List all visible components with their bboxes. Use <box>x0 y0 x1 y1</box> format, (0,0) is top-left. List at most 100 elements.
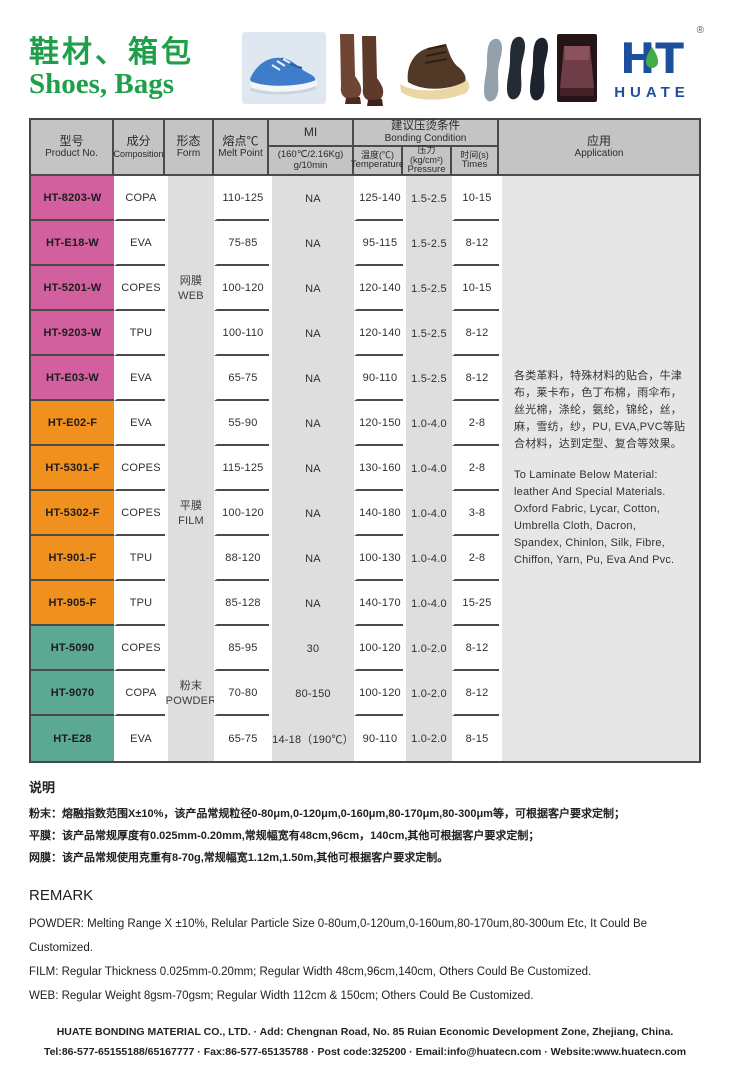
product-cell: HT-5302-F <box>31 491 114 536</box>
times-cell: 2-8 <box>452 536 499 581</box>
pressure-cell: 1.0-2.0 <box>403 671 452 716</box>
melt-cell: 85-128 <box>214 581 269 626</box>
remark-line-powder: POWDER: Melting Range X ±10%, Relular Pa… <box>29 918 648 954</box>
temp-cell: 140-170 <box>354 581 403 626</box>
times-cell: 8-12 <box>452 221 499 266</box>
temp-cell: 100-130 <box>354 536 403 581</box>
pressure-cell: 1.0-4.0 <box>403 536 452 581</box>
application-cell: 各类革料，特殊材料的贴合，牛津布，莱卡布，色丁布棉，雨伞布，丝光棉，涤纶，氨纶，… <box>499 176 699 761</box>
temp-cell: 120-140 <box>354 266 403 311</box>
product-cell: HT-E28 <box>31 716 114 761</box>
times-cell: 3-8 <box>452 491 499 536</box>
composition-cell: EVA <box>114 356 165 401</box>
composition-cell: TPU <box>114 581 165 626</box>
product-cell: HT-E18-W <box>31 221 114 266</box>
composition-cell: EVA <box>114 401 165 446</box>
temp-cell: 120-150 <box>354 401 403 446</box>
composition-cell: TPU <box>114 311 165 356</box>
bag-photo <box>557 34 597 102</box>
temp-cell: 130-160 <box>354 446 403 491</box>
mi-cell: 14-18（190℃） <box>269 716 354 761</box>
pressure-cell: 1.0-4.0 <box>403 401 452 446</box>
pressure-cell: 1.0-2.0 <box>403 716 452 761</box>
melt-cell: 100-120 <box>214 491 269 536</box>
pressure-cell: 1.0-4.0 <box>403 581 452 626</box>
product-cell: HT-9070 <box>31 671 114 716</box>
times-cell: 10-15 <box>452 176 499 221</box>
melt-cell: 100-120 <box>214 266 269 311</box>
product-cell: HT-E02-F <box>31 401 114 446</box>
temp-cell: 90-110 <box>354 356 403 401</box>
temp-cell: 120-140 <box>354 311 403 356</box>
times-cell: 15-25 <box>452 581 499 626</box>
col-header-application: 应用 Application <box>499 120 699 176</box>
product-cell: HT-5301-F <box>31 446 114 491</box>
application-text-en: To Laminate Below Material: leather And … <box>514 468 675 567</box>
times-cell: 2-8 <box>452 401 499 446</box>
mi-cell: NA <box>269 401 354 446</box>
melt-cell: 100-110 <box>214 311 269 356</box>
notes-section: 说明 粉末：熔融指数范围X±10%，该产品常规粒径0-80μm,0-120μm,… <box>29 777 701 869</box>
melt-cell: 65-75 <box>214 356 269 401</box>
pressure-cell: 1.0-4.0 <box>403 491 452 536</box>
mi-cell: NA <box>269 221 354 266</box>
composition-cell: EVA <box>114 716 165 761</box>
mi-cell: NA <box>269 491 354 536</box>
col-header-mi: MI <box>269 120 354 147</box>
form-cell-web: 网膜 WEB <box>165 176 214 401</box>
melt-cell: 70-80 <box>214 671 269 716</box>
tall-boots-photo <box>340 34 384 106</box>
temp-cell: 100-120 <box>354 671 403 716</box>
times-cell: 10-15 <box>452 266 499 311</box>
form-cell-film: 平膜 FILM <box>165 401 214 626</box>
composition-cell: COPES <box>114 446 165 491</box>
mi-cell: 80-150 <box>269 671 354 716</box>
product-cell: HT-5201-W <box>31 266 114 311</box>
melt-cell: 110-125 <box>214 176 269 221</box>
pressure-cell: 1.0-2.0 <box>403 626 452 671</box>
melt-cell: 88-120 <box>214 536 269 581</box>
times-cell: 8-12 <box>452 671 499 716</box>
product-spec-table: 型号 Product No. 成分 Composition 形态 Form 熔点… <box>29 118 701 763</box>
col-header-product: 型号 Product No. <box>31 120 114 176</box>
note-line-film: 平膜：该产品常规厚度有0.025mm-0.20mm,常规幅宽有48cm,96cm… <box>29 830 540 842</box>
temp-cell: 100-120 <box>354 626 403 671</box>
mi-cell: NA <box>269 446 354 491</box>
times-cell: 2-8 <box>452 446 499 491</box>
times-cell: 8-12 <box>452 356 499 401</box>
title-chinese: 鞋材、箱包 <box>29 36 194 70</box>
ankle-boot-photo <box>400 44 470 100</box>
temp-cell: 125-140 <box>354 176 403 221</box>
composition-cell: TPU <box>114 536 165 581</box>
form-cell-powder: 粉末 POWDER <box>165 626 216 761</box>
company-footer: HUATE BONDING MATERIAL CO., LTD. · Add: … <box>0 1022 730 1062</box>
mi-cell: NA <box>269 311 354 356</box>
melt-cell: 85-95 <box>214 626 269 671</box>
registered-mark: ® <box>696 25 704 36</box>
melt-cell: 75-85 <box>214 221 269 266</box>
pressure-cell: 1.0-4.0 <box>403 446 452 491</box>
mi-cell: NA <box>269 356 354 401</box>
notes-heading: 说明 <box>29 780 56 795</box>
leaf-drop-icon <box>646 47 658 68</box>
melt-cell: 115-125 <box>214 446 269 491</box>
product-photos: ® HT HUATE <box>242 25 704 106</box>
col-header-mi-sub: (160℃/2.16Kg) g/10min <box>269 147 354 176</box>
temp-cell: 90-110 <box>354 716 403 761</box>
times-cell: 8-12 <box>452 626 499 671</box>
composition-cell: COPA <box>114 176 165 221</box>
application-text-cn: 各类革料，特殊材料的贴合，牛津布，莱卡布，色丁布棉，雨伞布，丝光棉，涤纶，氨纶，… <box>514 369 686 450</box>
sneaker-photo <box>242 32 326 104</box>
footer-contacts: Tel:86-577-65155188/65167777 · Fax:86-57… <box>43 1046 687 1058</box>
composition-cell: COPES <box>114 266 165 311</box>
pressure-cell: 1.5-2.5 <box>403 266 452 311</box>
footer-address: HUATE BONDING MATERIAL CO., LTD. · Add: … <box>56 1026 674 1038</box>
col-header-melt-point: 熔点℃ Melt Point <box>214 120 269 176</box>
composition-cell: COPES <box>114 491 165 536</box>
product-cell: HT-E03-W <box>31 356 114 401</box>
col-header-composition: 成分 Composition <box>113 120 165 176</box>
huate-logo: ® HT HUATE <box>608 25 704 101</box>
product-cell: HT-901-F <box>31 536 114 581</box>
composition-cell: EVA <box>114 221 165 266</box>
col-header-bonding-condition: 建议压烫条件 Bonding Condition <box>354 120 499 147</box>
